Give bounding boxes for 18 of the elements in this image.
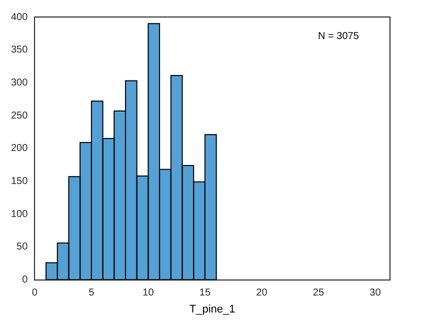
y-tick-label: 0 [22,274,28,286]
y-tick-label: 100 [10,208,28,220]
y-tick-label: 250 [10,110,28,122]
y-tick-label: 150 [10,176,28,187]
x-axis-title: T_pine_1 [189,303,236,316]
annotation: N = 3075 [318,31,360,42]
x-tick-label: 5 [88,288,95,299]
y-tick-label: 400 [10,12,28,23]
y-tick-label: 50 [16,242,28,253]
y-tick-label: 200 [10,143,28,154]
x-tick-label: 15 [199,288,211,299]
x-tick-label: 25 [312,288,324,299]
x-tick-label: 30 [370,288,382,299]
x-tick-label: 10 [142,288,154,299]
x-tick-label: 0 [32,288,38,299]
x-tick-label: 20 [256,288,268,299]
y-tick-label: 350 [10,44,28,56]
y-tick-label: 300 [10,77,28,88]
